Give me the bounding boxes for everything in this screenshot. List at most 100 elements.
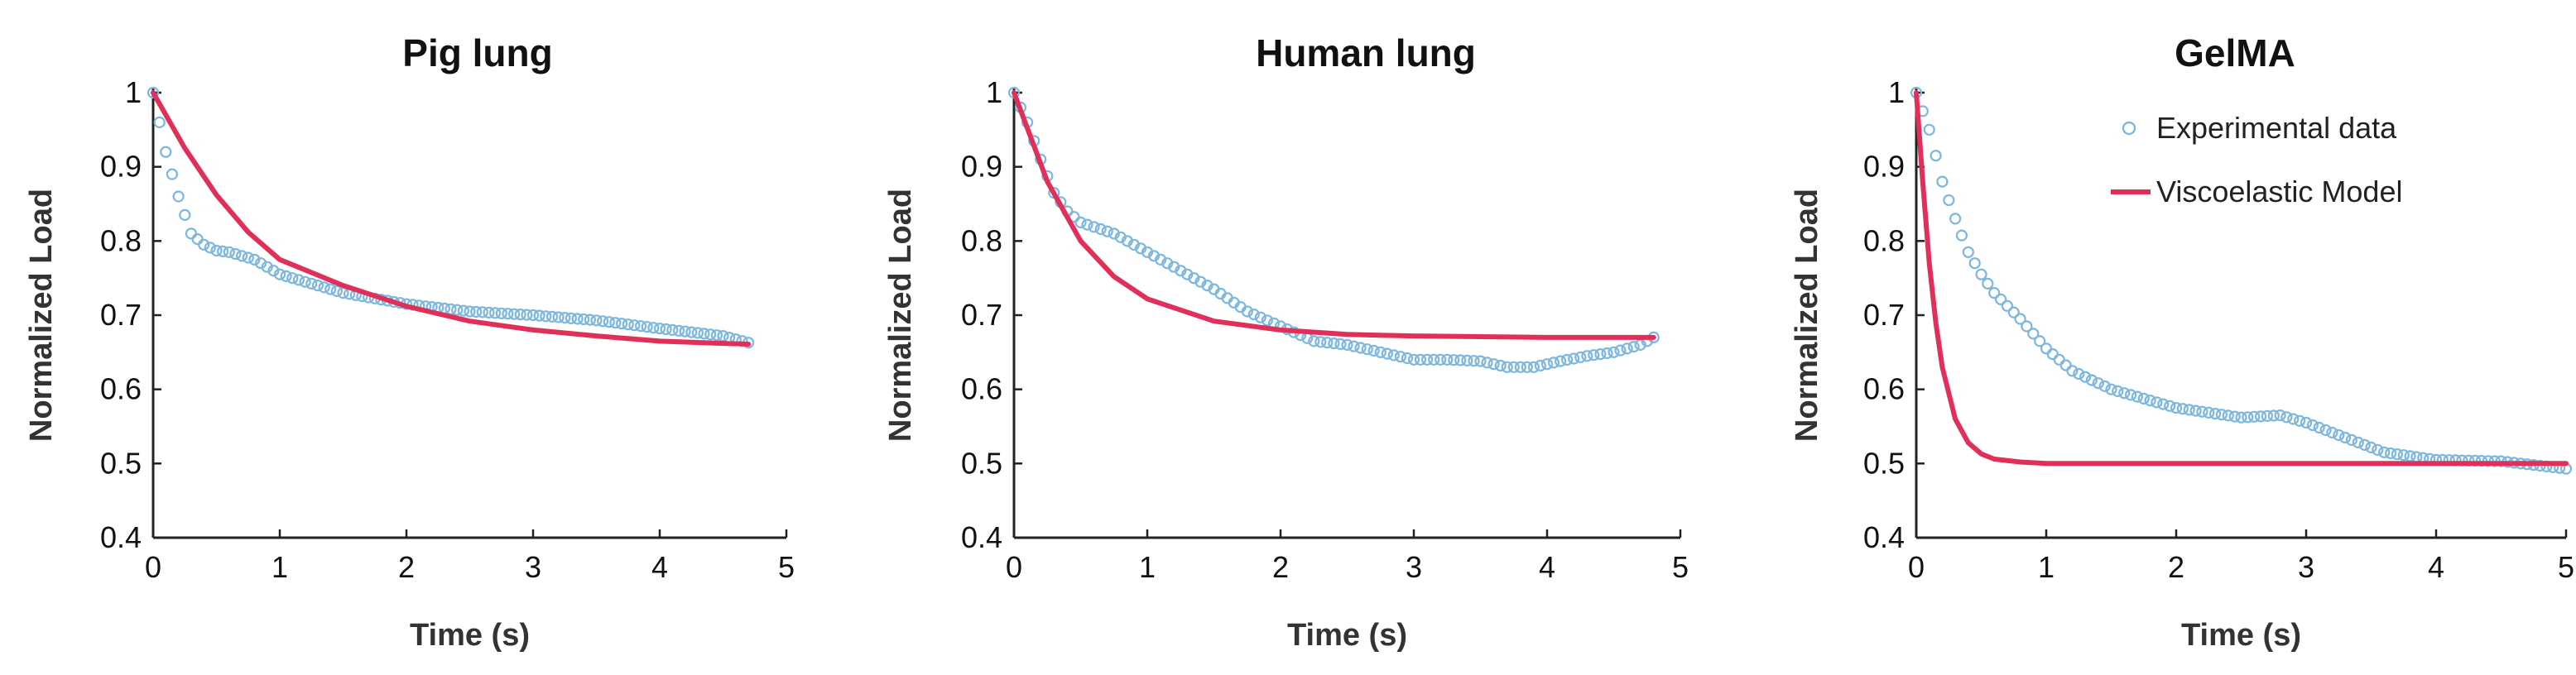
y-tick-label: 0.4 — [100, 520, 142, 554]
data-point — [1314, 336, 1327, 348]
data-point — [1101, 225, 1113, 237]
data-point — [1454, 354, 1467, 366]
chart-panel-2: Human lung 0.4 0.5 0.6 0.7 0.8 0.9 1 0 1 2 3 4 5 Time … — [883, 31, 1689, 653]
data-point — [2046, 348, 2059, 361]
data-point — [1574, 351, 1587, 363]
data-point — [470, 305, 483, 318]
data-point — [2372, 443, 2384, 457]
data-point — [672, 324, 685, 337]
data-point — [1614, 344, 1627, 357]
data-point — [1930, 150, 1942, 162]
data-point — [1995, 293, 2007, 305]
data-point — [1540, 358, 1554, 371]
data-point — [153, 116, 166, 128]
chart-title: Pig lung — [402, 31, 552, 74]
data-point — [2112, 385, 2124, 397]
data-point — [1261, 314, 1274, 327]
y-tick-label: 1 — [1888, 75, 1905, 109]
data-point — [1547, 357, 1560, 369]
data-point — [514, 309, 526, 321]
data-point — [679, 325, 691, 338]
data-point — [653, 323, 666, 335]
x-axis-label: Time (s) — [410, 618, 530, 653]
y-tick-label: 1 — [986, 75, 1002, 109]
data-point — [1923, 123, 1935, 136]
data-point — [533, 309, 545, 322]
data-point — [318, 281, 330, 294]
data-point — [1154, 253, 1167, 266]
data-point — [2261, 409, 2273, 422]
data-point — [584, 314, 597, 326]
data-point — [1608, 346, 1620, 358]
data-point — [634, 320, 647, 333]
y-tick-label: 0.5 — [1863, 446, 1905, 480]
data-point — [495, 307, 507, 319]
data-point — [628, 319, 641, 332]
data-point — [204, 242, 216, 254]
data-point — [2397, 449, 2410, 462]
legend: Experimental data Viscoelastic Model — [2111, 111, 2402, 208]
y-tick-label: 0.5 — [100, 446, 142, 480]
x-axis-label: Time (s) — [2181, 618, 2301, 653]
data-point — [1435, 353, 1447, 366]
data-point — [1627, 341, 1640, 353]
data-point — [1414, 353, 1427, 366]
data-point — [2014, 313, 2026, 325]
data-point — [685, 326, 698, 338]
data-point — [1507, 361, 1520, 373]
data-point — [1448, 354, 1460, 366]
x-tick-label: 5 — [778, 550, 795, 584]
x-axis-label: Time (s) — [1287, 618, 1407, 653]
data-point — [647, 322, 660, 334]
data-point — [1401, 352, 1414, 365]
data-point — [1381, 347, 1393, 360]
data-point — [2079, 371, 2092, 383]
data-point — [507, 308, 521, 320]
data-point — [691, 327, 704, 339]
y-tick-label: 0.9 — [961, 150, 1002, 184]
y-tick-label: 0.8 — [961, 223, 1002, 257]
data-point — [248, 253, 261, 266]
data-point — [1341, 338, 1353, 351]
chart-title: GelMA — [2175, 31, 2295, 74]
data-point — [2092, 377, 2104, 390]
data-point — [1494, 359, 1507, 372]
y-tick-label: 0.7 — [100, 298, 142, 332]
y-tick-label: 0.6 — [961, 372, 1002, 406]
chart-panel-3: GelMA 0.4 0.5 0.6 0.7 0.8 0.9 1 0 1 2 3 4 5 Time (s) No… — [1790, 31, 2574, 653]
data-point — [229, 247, 242, 261]
data-point — [1521, 361, 1533, 373]
x-tick-label: 3 — [525, 550, 541, 584]
data-point — [1474, 355, 1487, 367]
data-point — [2001, 299, 2013, 312]
data-point — [1514, 361, 1526, 373]
x-tick-label: 4 — [2428, 550, 2444, 584]
data-point — [660, 323, 672, 336]
data-point — [1481, 357, 1493, 369]
data-point — [1588, 349, 1600, 361]
data-point — [2339, 431, 2352, 444]
x-tick-label: 0 — [145, 550, 161, 584]
data-point — [571, 313, 584, 325]
y-tick-label: 0.8 — [100, 223, 142, 257]
data-point — [1962, 246, 1974, 258]
data-point — [2306, 419, 2319, 432]
data-point — [2066, 365, 2079, 377]
x-tick-label: 1 — [272, 550, 288, 584]
data-point — [552, 311, 565, 323]
x-tick-label: 1 — [1139, 550, 1156, 584]
y-axis-label: Normalized Load — [1790, 189, 1824, 442]
data-point — [1074, 216, 1087, 228]
data-point — [280, 270, 292, 282]
data-point — [590, 314, 603, 327]
data-point — [217, 245, 229, 257]
data-point — [2125, 389, 2137, 401]
data-point — [1621, 342, 1633, 355]
data-point — [191, 233, 204, 246]
data-point — [1081, 218, 1093, 231]
data-point — [2391, 448, 2403, 461]
data-point — [2105, 383, 2117, 395]
data-point — [1441, 353, 1454, 366]
chart-title: Human lung — [1256, 31, 1476, 74]
data-point — [603, 316, 615, 328]
